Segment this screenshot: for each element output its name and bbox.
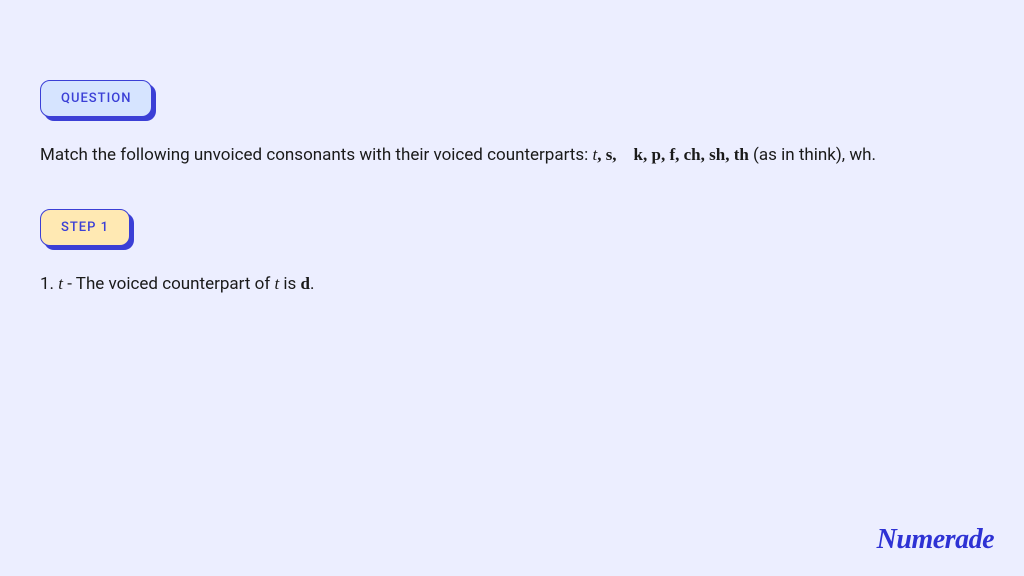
question-consonants-list: , s, k, p, f, ch, sh, th [597, 145, 749, 164]
step-period: . [310, 274, 314, 294]
question-badge: QUESTION [40, 80, 152, 117]
question-suffix: (as in think), wh. [749, 145, 876, 165]
question-text: Match the following unvoiced consonants … [40, 141, 984, 169]
brand-logo: Numerade [877, 524, 994, 556]
step-prefix: 1. [40, 274, 58, 294]
step-text: 1. t - The voiced counterpart of t is d. [40, 270, 984, 298]
step-is: is [279, 274, 300, 294]
step-d: d [301, 274, 310, 293]
content-area: QUESTION Match the following unvoiced co… [0, 0, 1024, 338]
badge-label: STEP 1 [40, 209, 130, 246]
badge-label: QUESTION [40, 80, 152, 117]
question-prefix: Match the following unvoiced consonants … [40, 145, 592, 165]
step-badge: STEP 1 [40, 209, 130, 246]
step-mid: - The voiced counterpart of [63, 274, 274, 294]
